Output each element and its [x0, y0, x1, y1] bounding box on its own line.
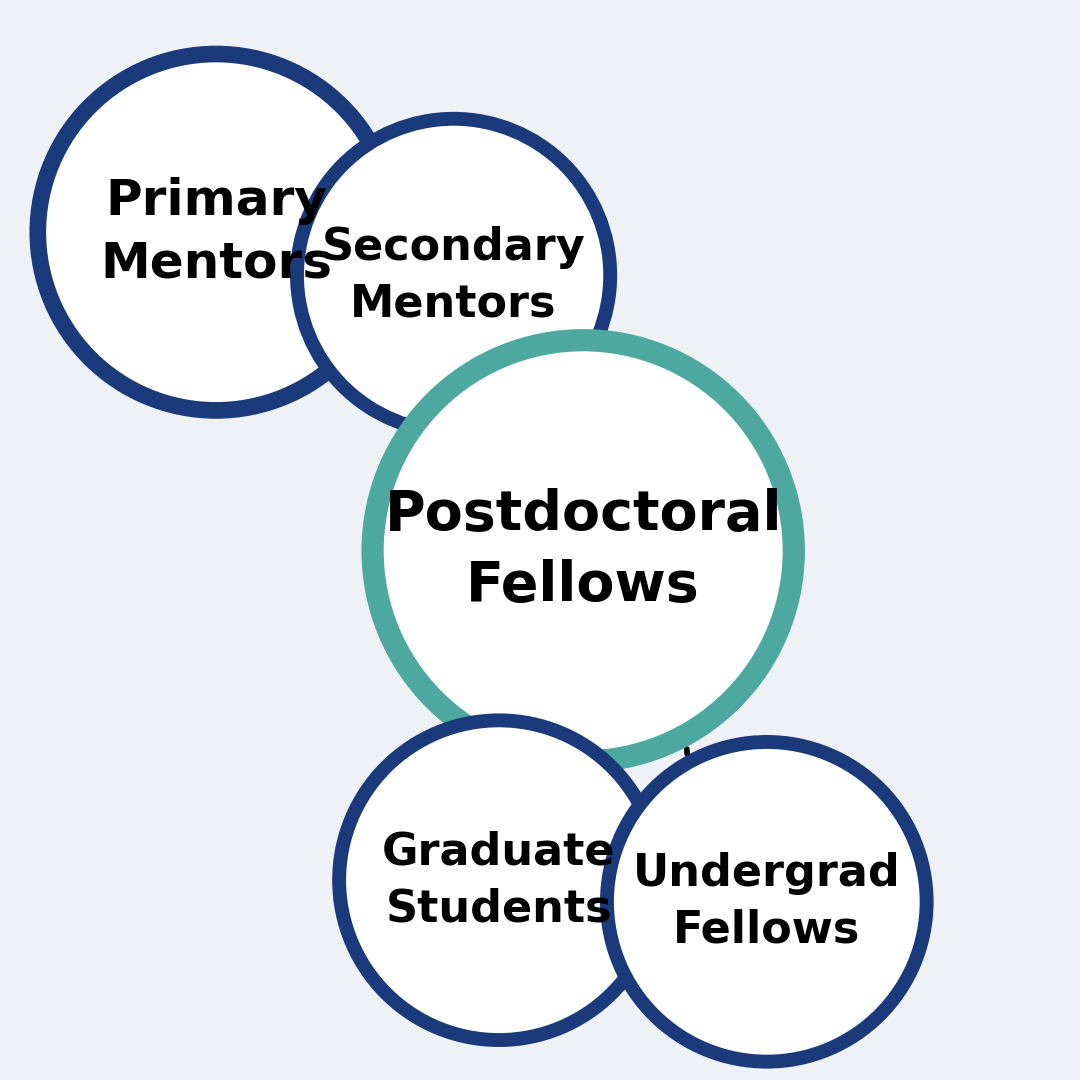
Text: Undergrad
Fellows: Undergrad Fellows [633, 852, 901, 951]
Text: Primary
Mentors: Primary Mentors [100, 177, 332, 287]
Text: Graduate
Students: Graduate Students [382, 831, 616, 930]
Circle shape [297, 119, 610, 432]
Text: Postdoctoral
Fellows: Postdoctoral Fellows [384, 488, 782, 613]
Circle shape [38, 54, 394, 410]
FancyArrowPatch shape [362, 360, 406, 401]
Circle shape [373, 340, 794, 761]
Circle shape [339, 720, 659, 1040]
FancyArrowPatch shape [529, 720, 542, 765]
Circle shape [607, 742, 927, 1062]
FancyArrowPatch shape [494, 354, 525, 427]
Text: Secondary
Mentors: Secondary Mentors [322, 226, 585, 325]
